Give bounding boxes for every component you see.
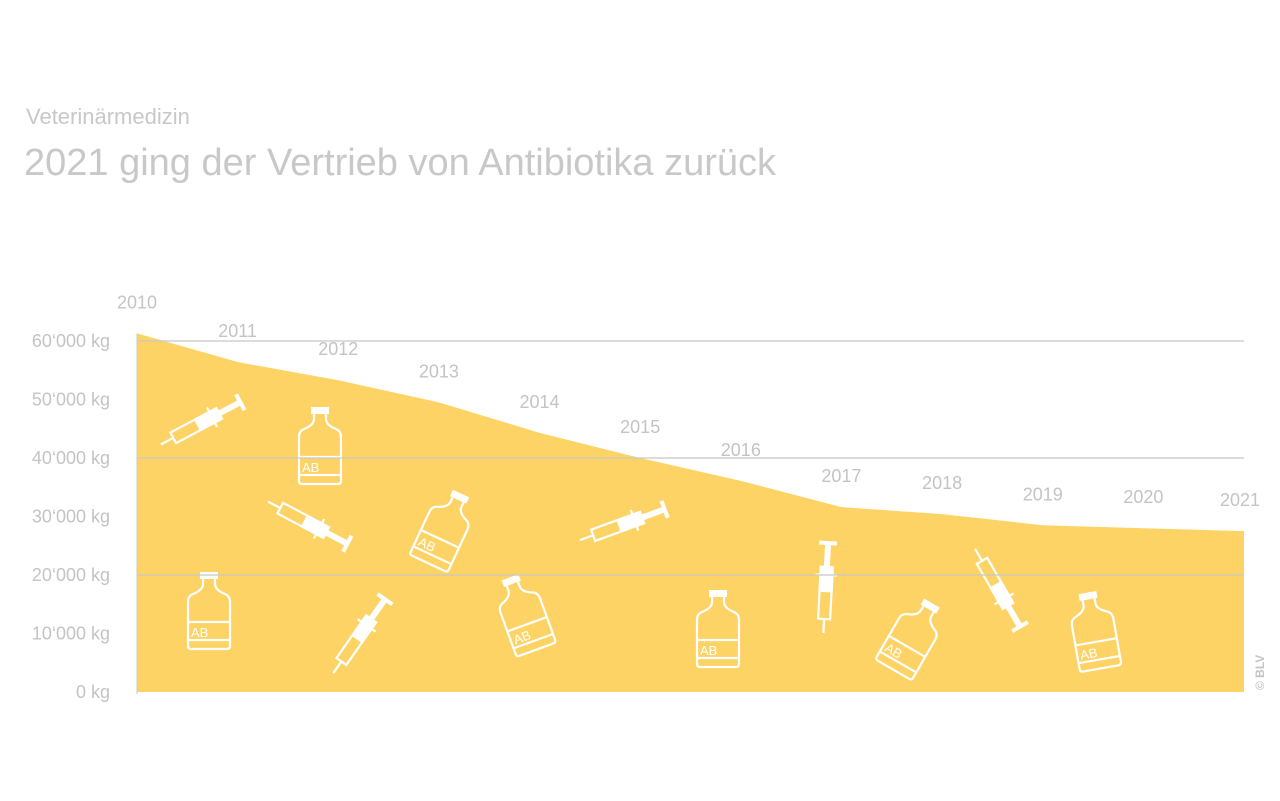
y-tick-label: 60‘000 kg bbox=[32, 331, 110, 351]
bottle-icon: AB bbox=[498, 574, 557, 658]
syringe-icon bbox=[160, 393, 247, 446]
y-tick-label: 50‘000 kg bbox=[32, 390, 110, 410]
x-year-label: 2015 bbox=[620, 417, 660, 437]
x-year-label: 2012 bbox=[318, 339, 358, 359]
syringe-icon bbox=[267, 500, 354, 553]
syringe-icon bbox=[332, 592, 394, 674]
syringe-icon bbox=[974, 548, 1029, 633]
area-series bbox=[137, 333, 1244, 692]
x-year-label: 2011 bbox=[218, 321, 257, 341]
bottle-label: AB bbox=[511, 627, 532, 647]
y-tick-label: 40‘000 kg bbox=[32, 448, 110, 468]
bottle-label: AB bbox=[700, 643, 717, 658]
chart-subtitle: Veterinärmedizin bbox=[26, 104, 190, 129]
y-tick-label: 10‘000 kg bbox=[32, 624, 110, 644]
chart-title: 2021 ging der Vertrieb von Antibiotika z… bbox=[24, 142, 777, 184]
bottle-icon: AB bbox=[875, 598, 940, 681]
credit: © BLV bbox=[1253, 655, 1267, 690]
bottle-icon: AB bbox=[1070, 591, 1123, 673]
x-year-label: 2014 bbox=[520, 392, 560, 412]
syringe-icon bbox=[815, 540, 838, 633]
x-year-label: 2016 bbox=[721, 440, 761, 460]
bottle-icon: AB bbox=[409, 489, 470, 573]
y-tick-label: 20‘000 kg bbox=[32, 565, 110, 585]
bottle-icon: AB bbox=[695, 590, 741, 669]
bottle-label: AB bbox=[191, 625, 208, 640]
x-year-label: 2020 bbox=[1123, 487, 1163, 507]
x-year-label: 2010 bbox=[117, 292, 157, 312]
x-year-label: 2013 bbox=[419, 361, 459, 381]
x-year-label: 2017 bbox=[821, 466, 861, 486]
bottle-label: AB bbox=[1079, 645, 1099, 663]
x-year-label: 2018 bbox=[922, 473, 962, 493]
y-tick-label: 0 kg bbox=[76, 682, 110, 702]
bottle-icon: AB bbox=[297, 407, 343, 486]
bottle-label: AB bbox=[302, 460, 319, 475]
x-year-label: 2019 bbox=[1023, 484, 1063, 504]
x-year-label: 2021 bbox=[1220, 490, 1260, 510]
bottle-label: AB bbox=[416, 534, 438, 555]
y-tick-label: 30‘000 kg bbox=[32, 507, 110, 527]
syringe-icon bbox=[579, 500, 670, 543]
